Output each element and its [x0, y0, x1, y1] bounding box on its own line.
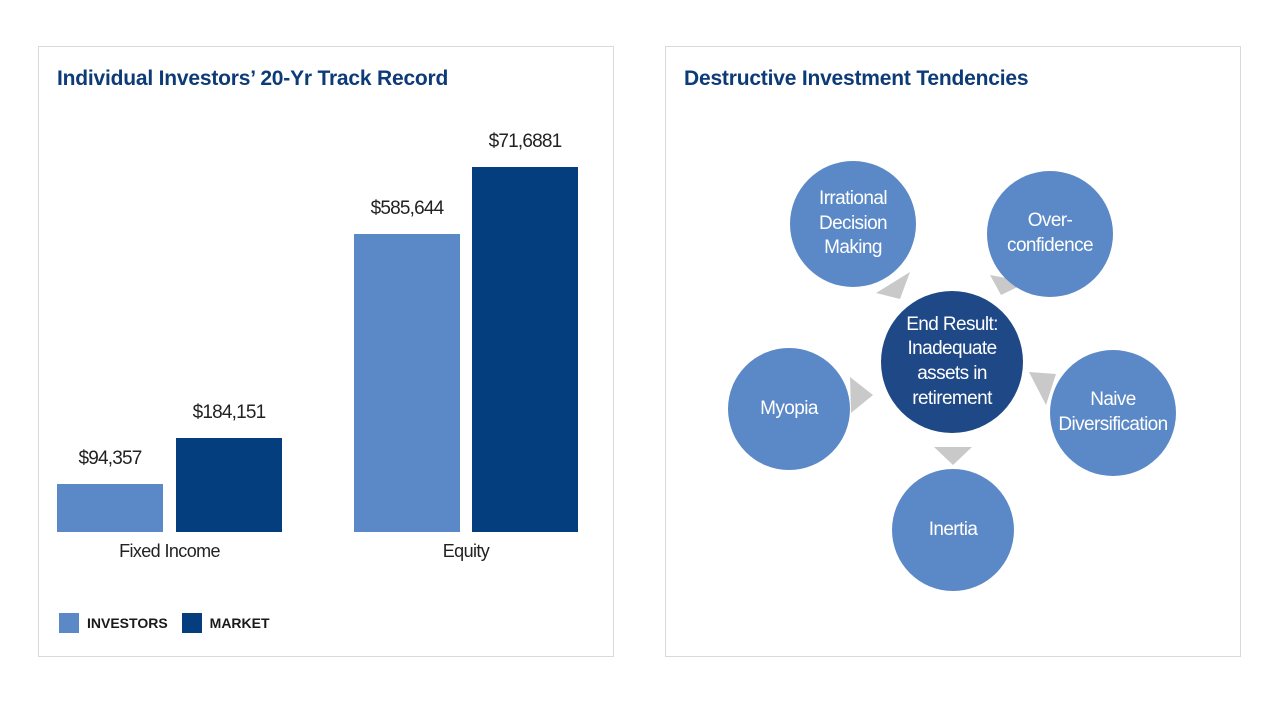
- bar-fixed-income-market: [176, 438, 282, 532]
- bar-fixed-income-investors: [57, 483, 163, 532]
- track-record-panel: Individual Investors’ 20-Yr Track Record…: [38, 46, 614, 657]
- bar-equity-market: [472, 167, 578, 532]
- category-label-fixed-income: Fixed Income: [119, 541, 220, 561]
- legend-swatch-market: [181, 613, 202, 633]
- arrow-to-naive: [1029, 372, 1056, 405]
- data-label-equity-market: $71,6881: [488, 131, 563, 152]
- arrow-to-irrational: [876, 272, 910, 299]
- category-label-equity: Equity: [442, 541, 490, 561]
- node-irrational-decision-making: [790, 161, 916, 287]
- tendencies-diagram: [728, 161, 1176, 591]
- tendencies-panel: Destructive Investment Tendencies Irrati…: [665, 46, 1241, 657]
- arrow-to-overconfidence: [990, 275, 1028, 295]
- node-label-overconfidence: Over-confidence: [1007, 210, 1094, 256]
- arrow-to-inertia: [934, 447, 972, 465]
- node-label-naive: Naive Diversification: [1058, 389, 1168, 435]
- data-label-equity-investors: $585,644: [370, 197, 445, 219]
- node-naive-diversification: [1050, 350, 1176, 476]
- tendencies-title: Destructive Investment Tendencies: [684, 67, 1029, 90]
- node-label-inertia: Inertia: [928, 518, 978, 540]
- data-label-fixed-income-investors: $94,357: [78, 447, 142, 469]
- node-label-center: End Result: Inadequate assets in retirem…: [906, 313, 998, 409]
- node-myopia: [728, 348, 850, 470]
- node-inertia: [892, 469, 1014, 591]
- arrow-to-myopia: [850, 377, 873, 413]
- node-overconfidence: [987, 171, 1113, 297]
- node-label-myopia: Myopia: [760, 397, 818, 419]
- node-center-end-result: [881, 291, 1023, 433]
- legend-swatch-investors: [59, 613, 79, 633]
- data-label-fixed-income-market: $184,151: [192, 402, 267, 424]
- legend-label-investors: INVESTORS: [87, 615, 168, 631]
- chart-legend: INVESTORS MARKET: [59, 613, 284, 633]
- track-record-title: Individual Investors’ 20-Yr Track Record: [57, 67, 449, 90]
- legend-label-market: MARKET: [209, 615, 270, 631]
- bar-equity-investors: [354, 233, 460, 532]
- node-label-irrational: Irrational Decision Making: [818, 187, 888, 259]
